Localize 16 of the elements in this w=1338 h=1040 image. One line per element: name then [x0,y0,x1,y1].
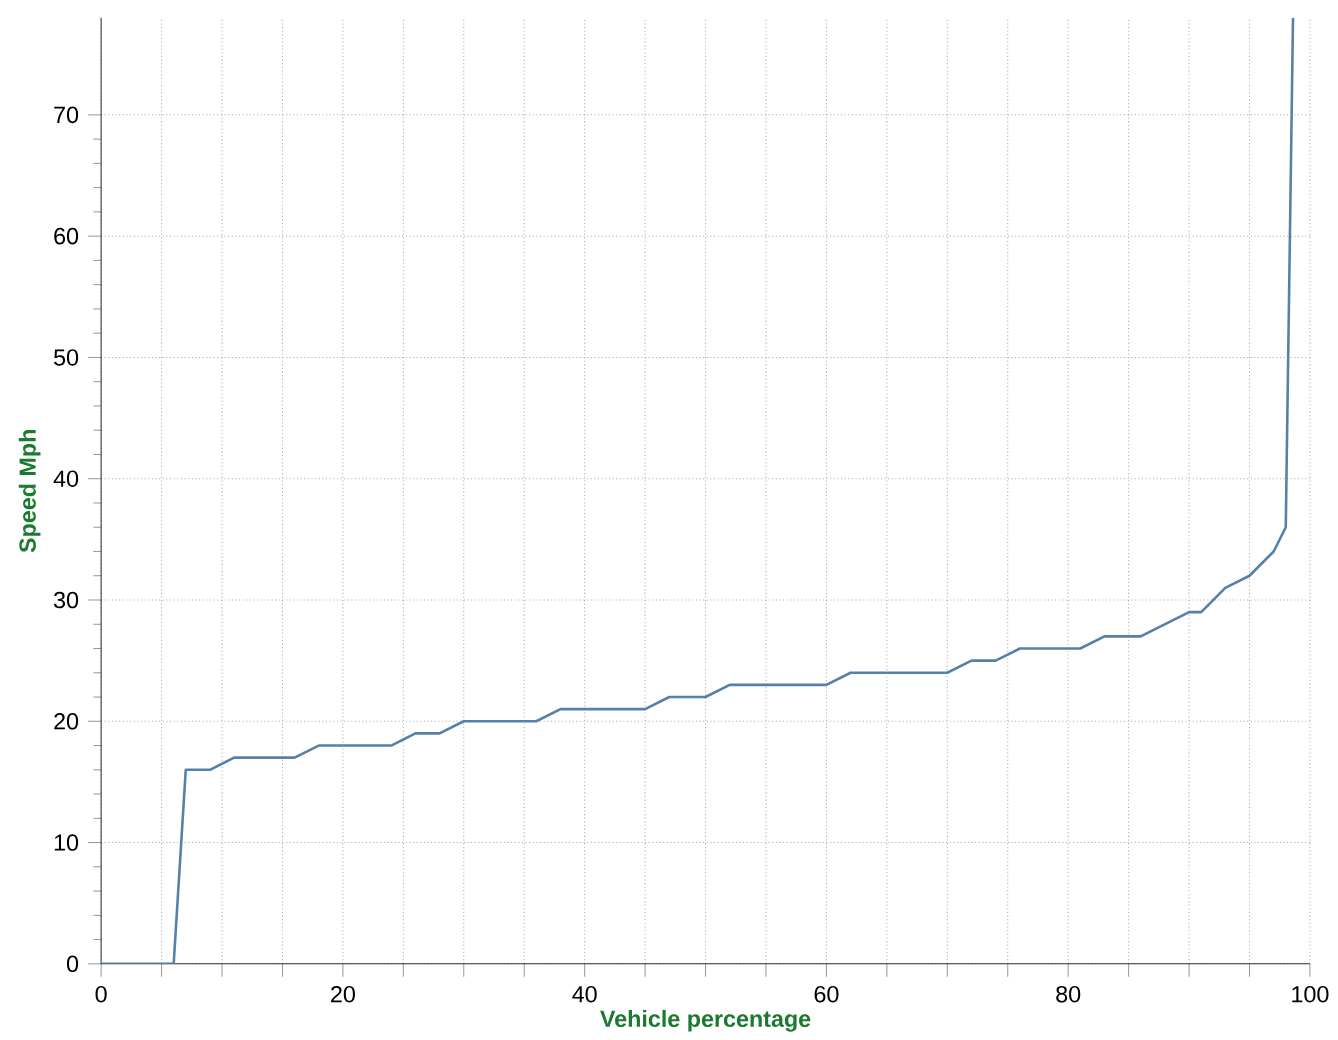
y-tick-label: 50 [54,348,79,366]
y-axis-title: Speed Mph [18,429,41,553]
y-tick-label: 40 [53,470,79,487]
x-tick-label: 100 [1292,985,1329,1003]
y-tick-label: 60 [54,227,79,245]
y-tick-label: 30 [53,591,79,609]
y-tick-label: 20 [54,712,79,730]
y-tick-label: 70 [54,106,79,123]
x-tick-label: 80 [1056,985,1081,1003]
y-tick-label: 0 [66,955,79,972]
x-axis-title: Vehicle percentage [600,1009,811,1032]
y-tick-label: 10 [54,834,79,851]
x-tick-label: 40 [572,985,597,1003]
x-tick-label: 0 [95,985,107,1003]
x-tick-label: 20 [331,985,355,1003]
x-tick-label: 60 [814,985,839,1003]
